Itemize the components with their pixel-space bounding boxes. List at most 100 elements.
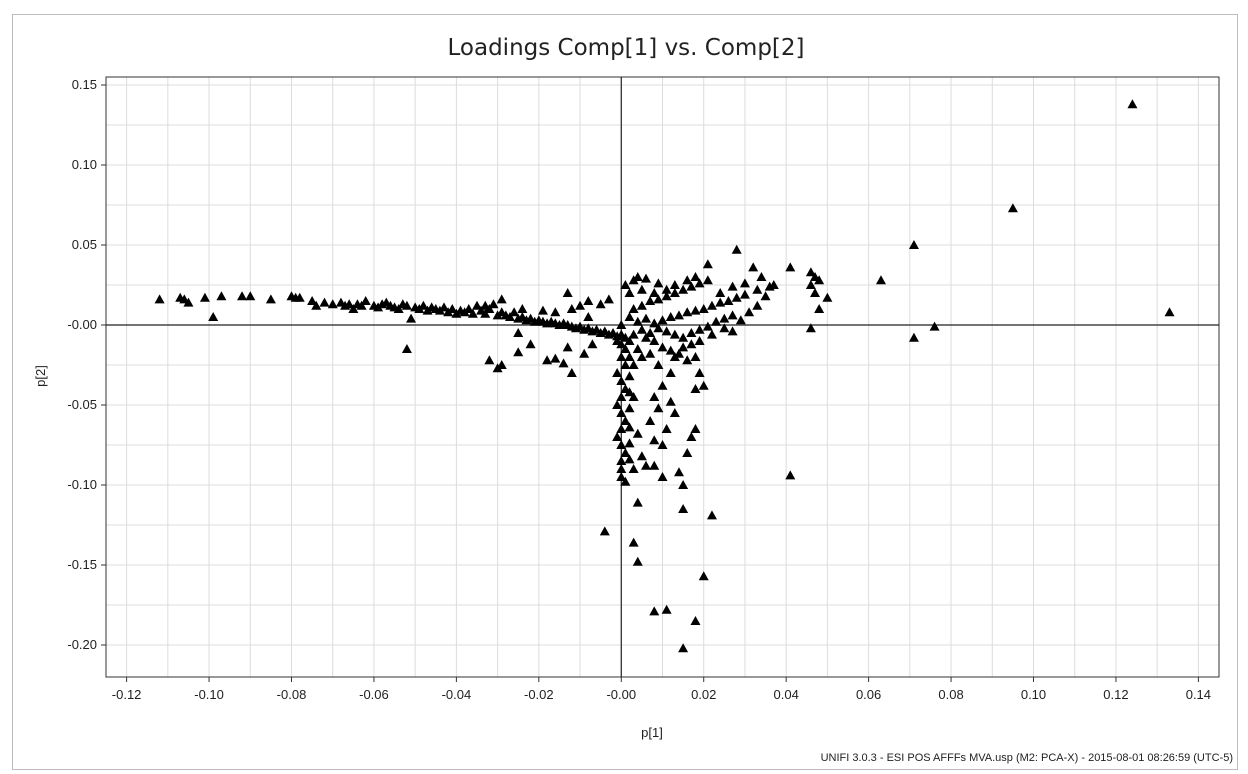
data-point xyxy=(566,368,577,377)
data-point xyxy=(616,464,627,473)
data-point xyxy=(463,304,474,313)
data-point xyxy=(690,424,701,433)
data-point xyxy=(199,292,210,302)
data-point xyxy=(682,275,693,285)
data-point xyxy=(711,316,722,326)
data-point xyxy=(673,310,684,320)
x-tick-label: -0.10 xyxy=(194,687,224,702)
data-point xyxy=(678,284,689,294)
data-point xyxy=(657,380,668,390)
data-point xyxy=(513,328,524,337)
data-point xyxy=(814,304,825,313)
data-point xyxy=(702,275,713,285)
data-point xyxy=(401,300,412,310)
data-point xyxy=(768,280,779,289)
data-point xyxy=(661,284,672,294)
data-point xyxy=(216,291,227,301)
data-point xyxy=(641,273,652,283)
data-point xyxy=(624,387,635,397)
y-tick-label: -0.20 xyxy=(67,637,97,652)
data-point xyxy=(661,604,672,614)
data-point xyxy=(785,262,796,272)
data-point xyxy=(562,342,573,352)
data-point xyxy=(616,339,627,349)
data-point xyxy=(307,296,318,305)
data-point xyxy=(467,308,478,318)
data-point xyxy=(628,464,639,473)
data-point xyxy=(616,424,627,433)
data-point xyxy=(698,304,709,313)
data-point xyxy=(731,292,742,302)
data-point xyxy=(641,313,652,323)
data-point xyxy=(678,504,689,513)
data-point xyxy=(360,296,371,305)
data-point xyxy=(706,510,717,520)
y-axis-ticks: 0.15 0.10 0.05 -0.00 -0.05 -0.10 -0.15 -0.20 xyxy=(67,77,106,652)
data-point xyxy=(620,344,631,353)
data-points xyxy=(154,99,1175,653)
data-point xyxy=(616,376,627,385)
data-point xyxy=(673,467,684,477)
data-point xyxy=(636,352,647,361)
data-point xyxy=(616,408,627,417)
data-point xyxy=(752,300,763,310)
data-point xyxy=(653,294,664,304)
data-point xyxy=(678,332,689,342)
scatter-chart: Loadings Comp[1] vs. Comp[2] -0.12 -0.10-… xyxy=(33,35,1233,764)
data-point xyxy=(550,307,561,317)
grid xyxy=(106,77,1219,677)
data-point xyxy=(632,428,643,438)
data-point xyxy=(616,392,627,401)
data-point xyxy=(715,297,726,307)
data-point xyxy=(616,320,627,329)
data-point xyxy=(657,342,668,352)
data-point xyxy=(517,304,528,313)
data-point xyxy=(739,278,750,288)
data-point xyxy=(439,302,450,312)
data-point xyxy=(653,360,664,369)
data-point xyxy=(624,403,635,413)
data-point xyxy=(653,403,664,413)
data-point xyxy=(245,291,256,301)
data-point xyxy=(628,329,639,339)
data-point xyxy=(682,448,693,457)
data-point xyxy=(649,318,660,328)
data-point xyxy=(723,296,734,305)
data-point xyxy=(665,312,676,321)
data-point xyxy=(583,296,594,305)
data-point xyxy=(727,326,738,336)
data-point xyxy=(504,312,515,321)
data-point xyxy=(488,299,499,309)
data-point xyxy=(636,300,647,310)
data-point xyxy=(669,288,680,297)
data-point xyxy=(237,291,248,301)
data-point xyxy=(690,384,701,393)
plot-area xyxy=(105,76,1220,678)
data-point xyxy=(628,304,639,313)
data-point xyxy=(472,300,482,310)
data-point xyxy=(348,304,359,313)
data-point xyxy=(624,336,635,345)
data-point xyxy=(632,316,643,326)
data-point xyxy=(401,344,412,353)
data-point xyxy=(265,294,276,304)
data-point xyxy=(616,472,627,481)
data-point xyxy=(616,456,627,465)
data-point xyxy=(566,304,577,313)
data-point xyxy=(702,321,713,331)
data-point xyxy=(645,328,656,337)
data-point xyxy=(739,289,750,299)
data-point xyxy=(628,275,639,285)
x-tick-label: -0.04 xyxy=(442,687,472,702)
software-footer: UNIFI 3.0.3 - ESI POS AFFFs MVA.usp (M2:… xyxy=(821,752,1233,764)
data-point xyxy=(698,571,709,581)
data-point xyxy=(154,294,165,304)
data-point xyxy=(1164,307,1175,317)
y-tick-label: -0.05 xyxy=(67,397,97,412)
data-point xyxy=(645,296,656,305)
data-point xyxy=(702,259,713,269)
data-point xyxy=(562,288,573,297)
data-point xyxy=(311,300,322,310)
data-point xyxy=(694,336,705,345)
data-point xyxy=(805,267,816,277)
